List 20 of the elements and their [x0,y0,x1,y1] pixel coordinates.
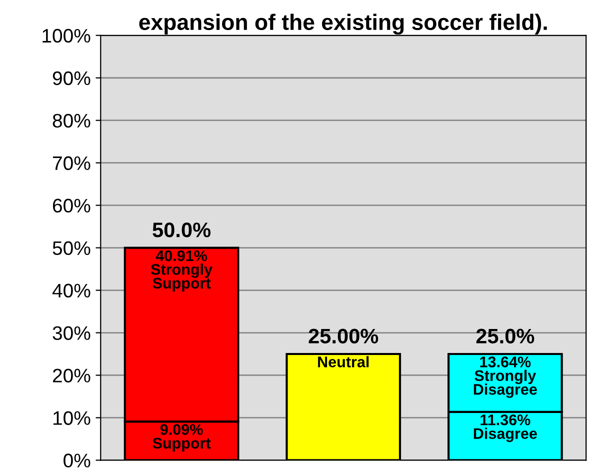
total-label: 50.0% [152,222,211,238]
data-label: 11.36% Disagree [474,414,537,442]
total-label: 25.00% [308,328,378,344]
data-label: Neutral [318,356,369,368]
y-tick-label: 30% [52,326,90,340]
y-tick-label: 40% [52,284,90,298]
data-label: 9.09% Support [152,424,211,452]
data-label: 40.91% Strongly Support [151,250,212,292]
total-label: 25.0% [476,328,534,344]
y-tick-label: 20% [52,368,90,382]
y-tick-label: 50% [52,241,90,256]
y-tick-label: 10% [53,411,90,425]
y-tick-label: 70% [53,156,90,170]
y-tick-label: 60% [52,198,90,213]
y-tick-label: 100% [42,28,90,43]
y-tick-label: 0% [64,454,90,468]
data-label: 13.64% Strongly Disagree [474,356,537,398]
y-tick-label: 90% [52,71,90,86]
y-tick-label: 80% [52,114,90,128]
chart-title: expansion of the existing soccer field). [139,14,547,35]
